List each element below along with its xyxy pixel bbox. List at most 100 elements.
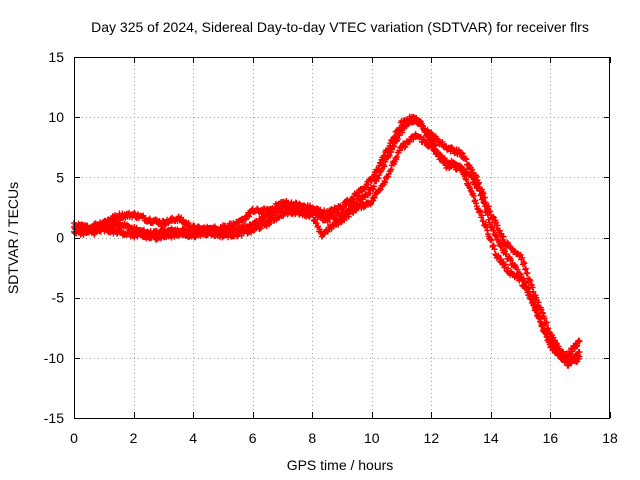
data-point	[382, 179, 389, 186]
data-point	[543, 319, 550, 326]
x-tick-label: 14	[483, 430, 499, 446]
data-point	[439, 138, 446, 145]
data-point	[470, 193, 477, 200]
data-point	[315, 223, 322, 230]
data-point	[384, 148, 391, 155]
data-point	[522, 279, 529, 286]
data-point	[527, 277, 534, 284]
data-point	[350, 196, 357, 203]
data-point	[473, 200, 479, 207]
data-point	[539, 322, 546, 329]
y-tick-label: 0	[56, 230, 64, 246]
data-point	[522, 265, 529, 272]
data-point	[485, 203, 492, 210]
x-tick-label: 18	[602, 430, 618, 446]
data-point	[557, 352, 564, 359]
data-point	[576, 338, 583, 345]
data-point	[371, 194, 378, 201]
data-point	[463, 156, 470, 163]
data-point	[114, 230, 121, 237]
data-point	[473, 173, 480, 180]
x-tick-label: 10	[364, 430, 380, 446]
y-axis-title: SDTVAR / TECUs	[5, 182, 21, 294]
data-point	[503, 251, 510, 258]
x-tick-label: 2	[130, 430, 138, 446]
data-point	[490, 242, 497, 249]
data-point	[524, 270, 531, 276]
series-track-3	[71, 130, 583, 369]
data-point	[563, 358, 570, 365]
data-point	[366, 190, 373, 197]
data-point	[517, 274, 524, 281]
data-point	[419, 122, 426, 129]
data-point	[573, 343, 580, 350]
data-point	[377, 160, 384, 167]
data-point	[131, 210, 138, 217]
data-point	[540, 325, 547, 332]
data-point	[530, 301, 537, 308]
data-point	[547, 338, 554, 345]
data-point	[576, 353, 583, 360]
data-point	[491, 246, 498, 253]
data-point	[429, 143, 436, 150]
data-point	[458, 167, 465, 174]
data-point	[381, 163, 388, 170]
data-point	[394, 153, 401, 160]
data-point	[146, 215, 153, 222]
data-point	[375, 175, 382, 182]
x-axis-title: GPS time / hours	[287, 457, 394, 473]
data-point	[371, 183, 378, 190]
data-point	[459, 150, 466, 157]
data-point	[375, 165, 382, 172]
data-point	[140, 226, 147, 233]
data-point	[402, 143, 409, 150]
data-point	[376, 172, 383, 179]
data-point	[403, 123, 410, 130]
data-point	[507, 257, 514, 264]
data-point	[354, 192, 361, 199]
data-point	[388, 166, 395, 173]
data-point	[478, 212, 485, 219]
data-point	[465, 180, 472, 187]
data-point	[267, 219, 274, 226]
data-point	[410, 136, 417, 143]
data-point	[530, 288, 537, 295]
data-point	[413, 114, 420, 121]
data-point	[489, 223, 496, 230]
data-point	[574, 342, 581, 349]
data-point	[227, 229, 234, 236]
data-point	[528, 296, 535, 303]
data-point	[232, 222, 239, 229]
grid	[74, 57, 610, 418]
data-point	[401, 144, 408, 151]
data-point	[385, 173, 392, 180]
x-tick-label: 16	[543, 430, 559, 446]
data-point	[494, 222, 501, 229]
data-point	[481, 194, 488, 201]
data-point	[477, 208, 484, 215]
data-point	[311, 216, 318, 223]
data-point	[529, 284, 536, 291]
data-point	[435, 150, 442, 157]
data-point	[91, 231, 98, 238]
data-point	[396, 132, 403, 139]
data-point	[483, 224, 490, 231]
data-point	[91, 230, 98, 237]
y-tick-label: 15	[48, 49, 64, 65]
data-point	[458, 163, 465, 170]
data-point	[480, 190, 487, 197]
y-tick-label: -10	[44, 350, 64, 366]
y-tick-label: -15	[44, 410, 64, 426]
data-point	[345, 213, 352, 220]
data-point	[500, 233, 507, 240]
x-tick-label: 8	[308, 430, 316, 446]
data-point	[560, 348, 567, 355]
chart-title: Day 325 of 2024, Sidereal Day-to-day VTE…	[91, 19, 589, 35]
data-point	[535, 299, 542, 306]
data-point	[391, 134, 398, 141]
data-point	[484, 227, 491, 234]
data-point	[377, 186, 384, 193]
x-tick-label: 12	[424, 430, 440, 446]
data-point	[368, 177, 375, 184]
